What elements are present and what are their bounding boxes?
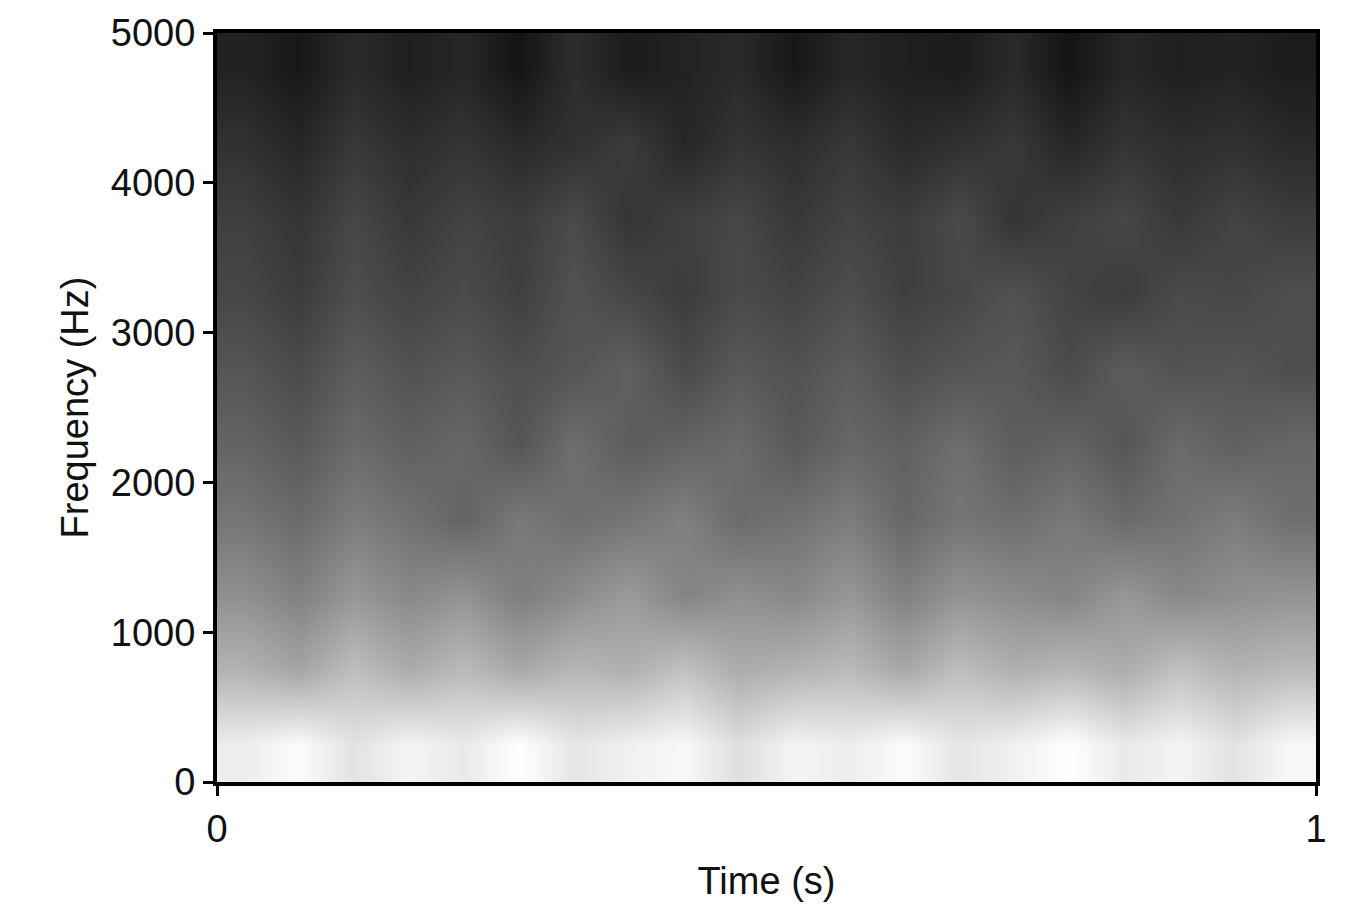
svg-text:1: 1 bbox=[1305, 808, 1326, 850]
svg-text:3000: 3000 bbox=[111, 312, 196, 354]
svg-text:Frequency (Hz): Frequency (Hz) bbox=[54, 277, 96, 539]
svg-text:5000: 5000 bbox=[111, 12, 196, 54]
svg-text:1000: 1000 bbox=[111, 612, 196, 654]
svg-text:2000: 2000 bbox=[111, 462, 196, 504]
svg-text:0: 0 bbox=[206, 808, 227, 850]
svg-text:0: 0 bbox=[174, 761, 195, 803]
svg-text:4000: 4000 bbox=[111, 162, 196, 204]
svg-text:Time (s): Time (s) bbox=[698, 860, 836, 902]
